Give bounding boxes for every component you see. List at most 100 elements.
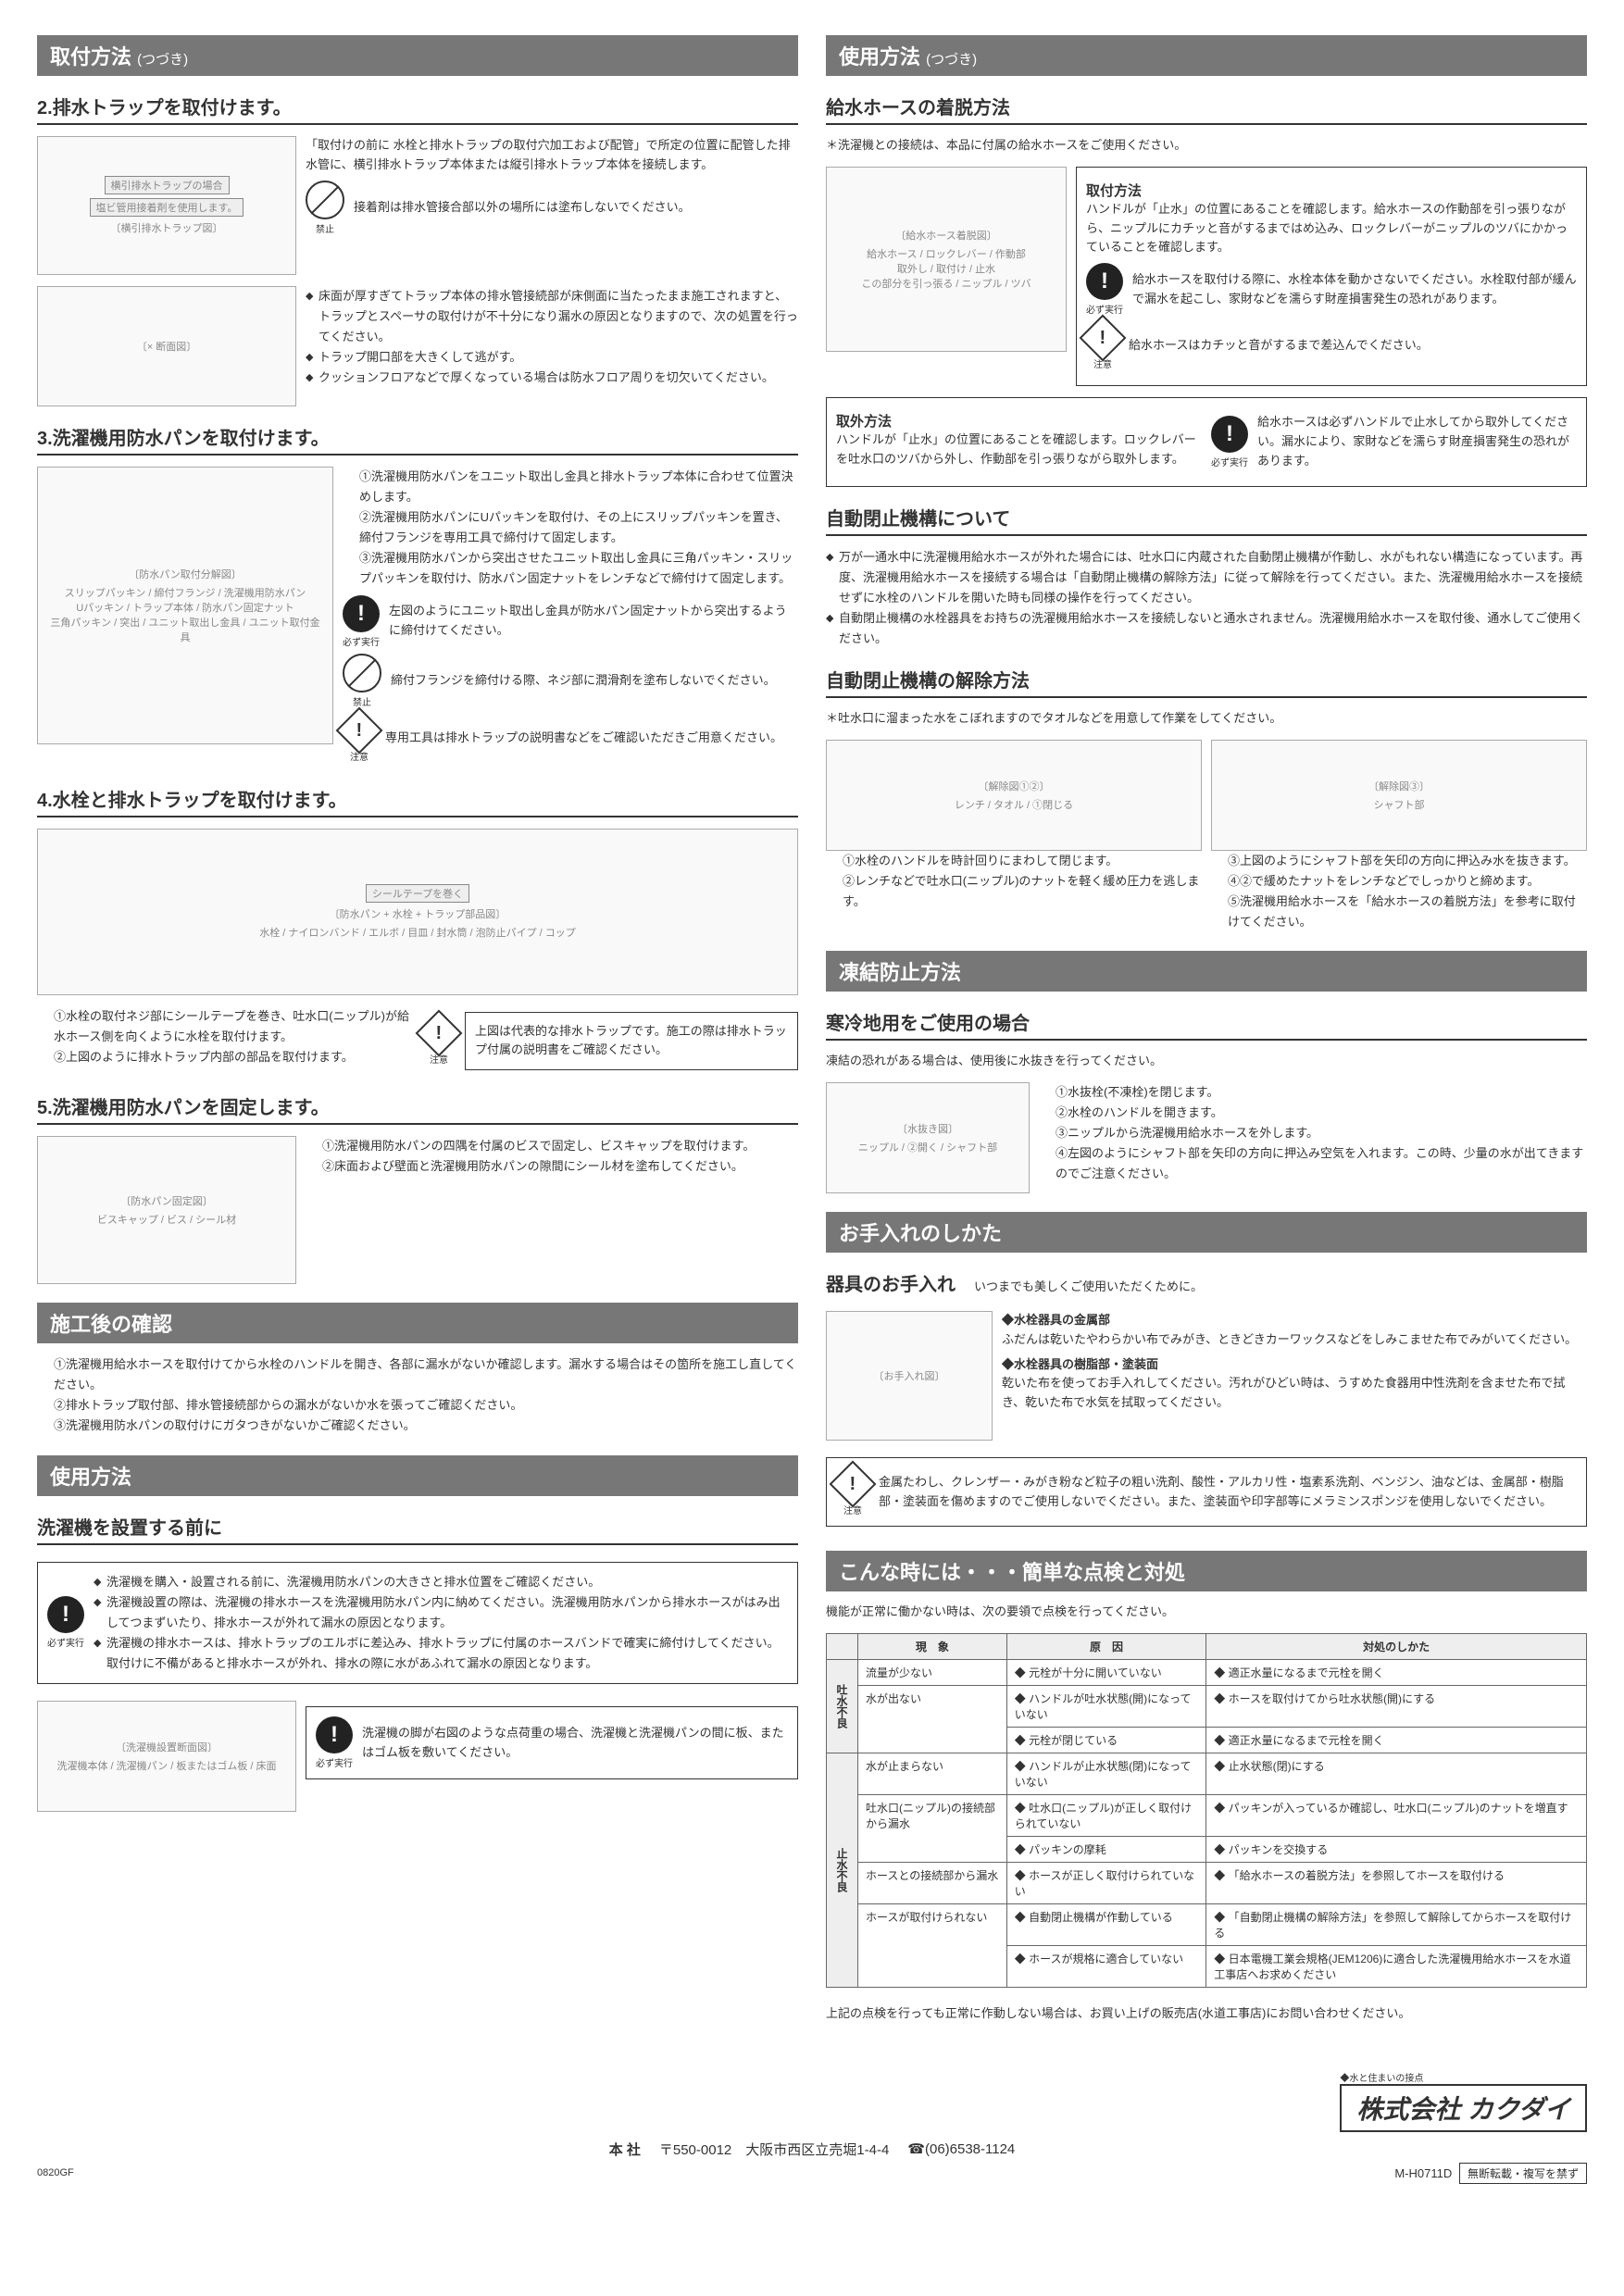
fig-label: ビスキャップ <box>97 1215 158 1226</box>
s4-tag: シールテープを巻く <box>366 884 469 903</box>
fig-label: 洗濯機パン <box>117 1761 169 1772</box>
hose-subhead: 給水ホースの着脱方法 <box>826 93 1587 125</box>
freeze-step: ①水抜栓(不凍栓)を閉じます。 <box>1039 1082 1587 1103</box>
caution-icon: ! <box>336 706 383 754</box>
left-header-title: 取付方法 <box>50 45 131 69</box>
hose-note: ＊洗濯機との接続は、本品に付属の給水ホースをご使用ください。 <box>826 136 1587 156</box>
s4-step: ②上図のように排水トラップ内部の部品を取付けます。 <box>37 1047 413 1067</box>
usage-header: 使用方法 <box>37 1455 798 1496</box>
fig-label: ニップル <box>858 1142 899 1154</box>
install-title: 取付方法 <box>1086 181 1577 200</box>
trouble-phenomenon: 水が出ない <box>858 1685 1007 1753</box>
fig-label: 洗濯機本体 <box>56 1761 107 1772</box>
fig-label: 三角パッキン <box>50 618 111 629</box>
check-item: ③洗濯機用防水パンの取付けにガタつきがないかご確認ください。 <box>37 1416 798 1436</box>
fig-label: 突出 <box>119 618 140 629</box>
must-icon: ! <box>316 1716 353 1753</box>
trouble-cause: ◆ 自動閉止機構が作動している <box>1006 1903 1206 1945</box>
right-header: 使用方法 (つづき) <box>826 35 1587 76</box>
fig-label: この部分を引っ張る <box>861 279 953 290</box>
trouble-action: ◆ 「自動閉止機構の解除方法」を参照して解除してからホースを取付ける <box>1206 1903 1587 1945</box>
fig-label: シール材 <box>195 1215 236 1226</box>
s2-bullet: 床面が厚すぎてトラップ本体の排水管接続部が床側面に当たったまま施工されますと、ト… <box>306 286 798 347</box>
fig-label: 板またはゴム板 <box>176 1761 247 1772</box>
s4-figure: シールテープを巻く 〔防水パン + 水栓 + トラップ部品図〕 水栓 / ナイロ… <box>37 829 798 995</box>
s4-step: ①水栓の取付ネジ部にシールテープを巻き、吐水口(ニップル)が給水ホース側を向くよ… <box>37 1006 413 1047</box>
release-step: ④②で緩めたナットをレンチなどでしっかりと締めます。 <box>1211 871 1587 892</box>
usage-subhead: 洗濯機を設置する前に <box>37 1513 798 1545</box>
s3-steps: ①洗濯機用防水パンをユニット取出し金具と排水トラップ本体に合わせて位置決めします… <box>343 467 798 590</box>
figure-placeholder: 〔防水パン取付分解図〕 <box>129 567 242 581</box>
s5-step: ①洗濯機用防水パンの四隅を付属のビスで固定し、ビスキャップを取付けます。 <box>306 1136 798 1156</box>
fig-label: 床面 <box>256 1761 277 1772</box>
addr: 〒550-0012 大阪市西区立売堀1-4-4 <box>659 2140 889 2159</box>
usage-bullet: 洗濯機を購入・設置される前に、洗濯機用防水パンの大きさと排水位置をご確認ください… <box>94 1572 788 1592</box>
figure-placeholder: 〔解除図①②〕 <box>979 779 1050 793</box>
hose-figure: 〔給水ホース着脱図〕 給水ホース / ロックレバー / 作動部 取外し / 取付… <box>826 167 1067 352</box>
trouble-intro: 機能が正常に働かない時は、次の要領で点検を行ってください。 <box>826 1603 1587 1622</box>
trouble-th: 対処のしかた <box>1206 1633 1587 1659</box>
figure-placeholder: 〔× 断面図〕 <box>137 339 196 354</box>
figure-placeholder: 〔横引排水トラップ図〕 <box>111 220 223 235</box>
prohibit-label: 禁止 <box>316 221 334 235</box>
s2-bullet: トラップ開口部を大きくして逃がす。 <box>306 347 798 368</box>
fig-label: タオル <box>993 800 1024 811</box>
trouble-cause: ◆ 元栓が十分に開いていない <box>1006 1659 1206 1685</box>
fig-label: ツバ <box>1011 279 1031 290</box>
left-header-sub: (つづき) <box>137 52 188 68</box>
care-metal-text: ふだんは乾いたやわらかい布でみがき、ときどきカーワックスなどをしみこませた布でみ… <box>1002 1330 1587 1350</box>
fig-label: 洗濯機用防水パン <box>224 588 306 599</box>
fig-label: 給水ホース <box>867 249 917 260</box>
fig-label: 封水筒 <box>436 928 467 939</box>
fig-label: 取外し <box>897 264 928 275</box>
s2-tag2: 塩ビ管用接着剤を使用します。 <box>90 198 244 217</box>
logo-sub: ◆水と住まいの接点 <box>1340 2070 1587 2084</box>
trouble-th: 原 因 <box>1006 1633 1206 1659</box>
s3-step: ①洗濯機用防水パンをユニット取出し金具と排水トラップ本体に合わせて位置決めします… <box>343 467 798 507</box>
fig-label: スリップパッキン <box>65 588 146 599</box>
s5-step: ②床面および壁面と洗濯機用防水パンの隙間にシール材を塗布してください。 <box>306 1156 798 1177</box>
auto-bullet: 自動閉止機構の水栓器具をお持ちの洗濯機用給水ホースを接続しないと通水されません。… <box>826 608 1587 649</box>
prohibit-icon <box>306 181 344 219</box>
figure-placeholder: 〔給水ホース着脱図〕 <box>895 228 996 243</box>
trouble-phenomenon: ホースとの接続部から漏水 <box>858 1862 1007 1903</box>
trouble-group: 止水不良 <box>827 1753 858 1987</box>
fig-label: ②開く <box>907 1142 938 1154</box>
fig-label: トラップ本体 <box>132 603 194 614</box>
fig-label: ニップル <box>962 279 1003 290</box>
trouble-action: ◆ 日本電機工業会規格(JEM1206)に適合した洗濯機用給水ホースを水道工事店… <box>1206 1945 1587 1987</box>
must-icon: ! <box>47 1596 84 1633</box>
s5-steps: ①洗濯機用防水パンの四隅を付属のビスで固定し、ビスキャップを取付けます。 ②床面… <box>306 1136 798 1177</box>
fig-label: Uパッキン <box>76 603 124 614</box>
s2-figure-1: 横引排水トラップの場合 塩ビ管用接着剤を使用します。 〔横引排水トラップ図〕 <box>37 136 296 275</box>
prohibit-icon <box>343 654 381 693</box>
fig-label: シャフト部 <box>946 1142 997 1154</box>
fig-label: 目皿 <box>407 928 428 939</box>
trouble-action: ◆ 適正水量になるまで元栓を開く <box>1206 1727 1587 1753</box>
usage-figure: 〔洗濯機設置断面図〕 洗濯機本体 / 洗濯機パン / 板またはゴム板 / 床面 <box>37 1701 296 1812</box>
trouble-action: ◆ 適正水量になるまで元栓を開く <box>1206 1659 1587 1685</box>
fig-label: 防水パン固定ナット <box>202 603 294 614</box>
must-label: 必ず実行 <box>1086 302 1123 316</box>
s4-steps: ①水栓の取付ネジ部にシールテープを巻き、吐水口(ニップル)が給水ホース側を向くよ… <box>37 1006 413 1067</box>
trouble-table: 現 象 原 因 対処のしかた 吐水不良流量が少ない◆ 元栓が十分に開いていない◆… <box>826 1633 1587 1988</box>
freeze-step: ③ニップルから洗濯機用給水ホースを外します。 <box>1039 1123 1587 1143</box>
s3-title: 3.洗濯機用防水パンを取付けます。 <box>37 423 798 455</box>
trouble-cause: ◆ ハンドルが止水状態(閉)になっていない <box>1006 1753 1206 1794</box>
fig-label: ビス <box>167 1215 187 1226</box>
trouble-action: ◆ パッキンが入っているか確認し、吐水口(ニップル)のナットを増直す <box>1206 1794 1587 1836</box>
freeze-subhead: 寒冷地用をご使用の場合 <box>826 1008 1587 1041</box>
check-header: 施工後の確認 <box>37 1303 798 1343</box>
s2-prohibit-text: 接着剤は排水管接合部以外の場所には塗布しないでください。 <box>354 198 691 218</box>
trouble-action: ◆ パッキンを交換する <box>1206 1836 1587 1862</box>
right-header-title: 使用方法 <box>839 45 920 69</box>
figure-placeholder: 〔解除図③〕 <box>1368 779 1430 793</box>
release-left-steps: ①水栓のハンドルを時計回りにまわして閉じます。 ②レンチなどで吐水口(ニップル)… <box>826 851 1202 912</box>
release-right-steps: ③上図のようにシャフト部を矢印の方向に押込み水を抜きます。 ④②で緩めたナットを… <box>1211 851 1587 932</box>
release-figure-2: 〔解除図③〕 シャフト部 <box>1211 740 1587 851</box>
trouble-cause: ◆ ホースが正しく取付けられていない <box>1006 1862 1206 1903</box>
auto-bullet: 万が一通水中に洗濯機用給水ホースが外れた場合には、吐水口に内蔵された自動閉止機構… <box>826 547 1587 608</box>
addr-label: 本 社 <box>609 2140 641 2159</box>
trouble-action: ◆ 止水状態(閉)にする <box>1206 1753 1587 1794</box>
s3-step: ②洗濯機用防水パンにUパッキンを取付け、その上にスリップパッキンを置き、締付フラ… <box>343 507 798 548</box>
